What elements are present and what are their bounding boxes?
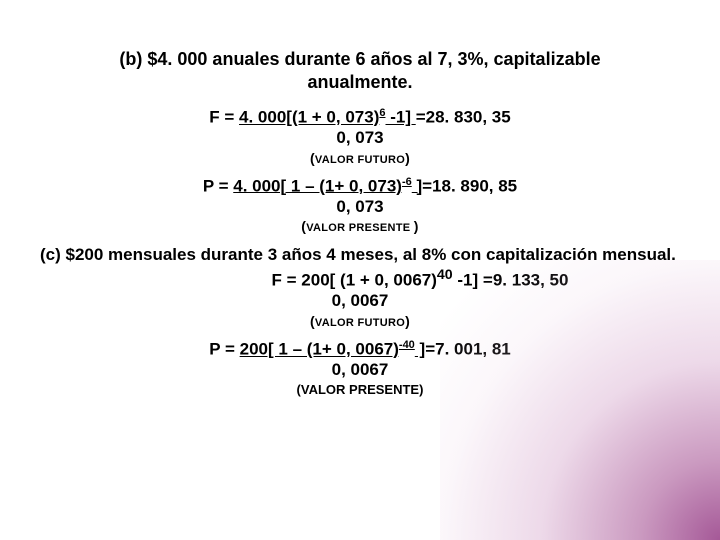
cp-result: =7. 001, 81 — [425, 340, 511, 359]
cf-underlined: 200[ (1 + 0, 0067) — [301, 271, 437, 290]
part-b-present-divisor: 0, 073 — [40, 197, 680, 217]
cf-underlined-tail: -1] — [453, 271, 483, 290]
part-c-future-formula: F = 200[ (1 + 0, 0067)40 -1] =9. 133, 50 — [40, 267, 680, 291]
part-c-future-caption: (VALOR FUTURO) — [40, 313, 680, 329]
part-c-present-caption: (VALOR PRESENTE) — [40, 382, 680, 397]
cf-result: =9. 133, 50 — [483, 271, 569, 290]
p-underlined-tail: ] — [412, 176, 422, 195]
part-c-heading: (c) $200 mensuales durante 3 años 4 mese… — [40, 244, 680, 265]
f-underlined-tail: -1] — [385, 108, 415, 127]
cap-text2: VALOR PRESENTE — [306, 222, 414, 234]
part-c-present-formula: P = 200[ 1 – (1+ 0, 0067)-40 ]=7. 001, 8… — [40, 339, 680, 360]
p-exp: -6 — [402, 176, 412, 188]
part-c-present-divisor: 0, 0067 — [40, 360, 680, 380]
cap-close3: ) — [405, 313, 410, 329]
cap-text: VALOR FUTURO — [315, 154, 405, 166]
cf-exp: 40 — [437, 267, 453, 283]
slide-content: (b) $4. 000 anuales durante 6 años al 7,… — [0, 0, 720, 397]
cap-close: ) — [405, 150, 410, 166]
part-b-future-divisor: 0, 073 — [40, 128, 680, 148]
p-underlined: 4. 000[ 1 – (1+ 0, 073) — [233, 176, 402, 195]
cp-prefix: P = — [209, 340, 239, 359]
f-result: =28. 830, 35 — [416, 108, 511, 127]
part-b-future-caption: (VALOR FUTURO) — [40, 150, 680, 166]
cp-underlined-tail: ] — [415, 340, 425, 359]
cap-close2: ) — [414, 218, 419, 234]
p-result: =18. 890, 85 — [422, 176, 517, 195]
f-underlined: 4. 000[(1 + 0, 073) — [239, 108, 379, 127]
cap-text3: VALOR FUTURO — [315, 317, 405, 329]
part-b-heading: (b) $4. 000 anuales durante 6 años al 7,… — [80, 48, 640, 93]
cf-prefix: F = — [272, 271, 302, 290]
part-c-future-divisor: 0, 0067 — [40, 291, 680, 311]
p-prefix: P = — [203, 176, 233, 195]
cp-exp: -40 — [399, 339, 415, 351]
cp-underlined: 200[ 1 – (1+ 0, 0067) — [240, 340, 399, 359]
part-b-present-formula: P = 4. 000[ 1 – (1+ 0, 073)-6 ]=18. 890,… — [40, 176, 680, 197]
part-b-future-formula: F = 4. 000[(1 + 0, 073)6 -1] =28. 830, 3… — [40, 107, 680, 128]
part-b-present-caption: (VALOR PRESENTE ) — [40, 218, 680, 234]
f-prefix: F = — [209, 108, 239, 127]
